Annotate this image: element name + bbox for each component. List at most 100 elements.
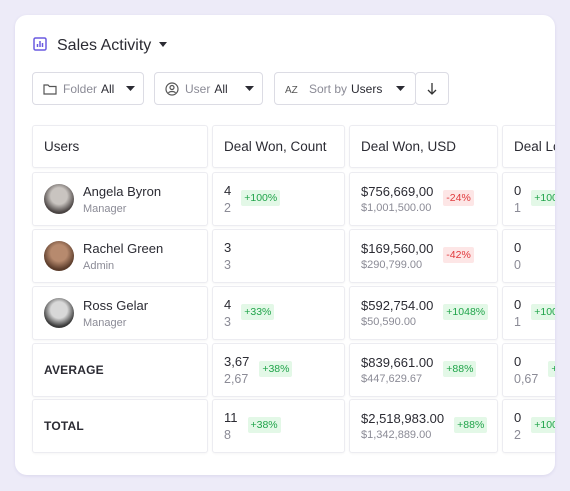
metric-cell: 0 2 +100 bbox=[502, 399, 555, 453]
filter-label: Sort by bbox=[309, 81, 348, 96]
metric-cell: $756,669,00 $1,001,500.00 -24% bbox=[349, 172, 498, 226]
metric-values: 3,67 2,67 bbox=[224, 354, 249, 386]
metric-values: 11 8 bbox=[224, 410, 238, 442]
change-badge: +100 bbox=[531, 416, 555, 433]
folder-icon bbox=[43, 83, 57, 95]
user-cell: TOTAL bbox=[32, 399, 208, 453]
avatar bbox=[44, 241, 74, 271]
metric-values: $756,669,00 $1,001,500.00 bbox=[361, 184, 433, 214]
current-value: 0 bbox=[514, 183, 522, 198]
metric-cell: 0 1 +100 bbox=[502, 286, 555, 340]
current-value: 4 bbox=[224, 297, 232, 312]
previous-value: 2,67 bbox=[224, 372, 249, 386]
metric-cell: $169,560,00 $290,799.00 -42% bbox=[349, 229, 498, 283]
row-label: TOTAL bbox=[44, 419, 84, 433]
metric-values: $2,518,983.00 $1,342,889.00 bbox=[361, 411, 444, 441]
previous-value: 2 bbox=[224, 201, 231, 215]
change-badge: +1048% bbox=[443, 303, 489, 320]
title-dropdown[interactable] bbox=[159, 42, 167, 48]
user-cell: Angela Byron Manager bbox=[32, 172, 208, 226]
current-value: 0 bbox=[514, 240, 522, 255]
previous-value: $50,590.00 bbox=[361, 316, 417, 328]
sort-filter[interactable]: AZ Sort by Users bbox=[274, 72, 416, 105]
change-badge: +100 bbox=[531, 189, 555, 206]
column-header: Deal Won, Count bbox=[212, 125, 345, 168]
filter-label: User bbox=[185, 81, 211, 96]
title: Sales Activity bbox=[57, 37, 152, 54]
metric-cell: $592,754.00 $50,590.00 +1048% bbox=[349, 286, 498, 340]
caret bbox=[396, 85, 405, 91]
folder-filter[interactable]: Folder All bbox=[32, 72, 144, 105]
avatar bbox=[44, 298, 74, 328]
user-filter[interactable]: User All bbox=[154, 72, 263, 105]
metric-cell: $839,661.00 $447,629.67 +88% bbox=[349, 343, 498, 397]
user-info: Rachel Green Admin bbox=[83, 241, 163, 272]
column-header: Users bbox=[32, 125, 208, 168]
metric-cell: 4 2 +100% bbox=[212, 172, 345, 226]
metric-cell: 4 3 +33% bbox=[212, 286, 345, 340]
column-header: Deal Won, USD bbox=[349, 125, 498, 168]
change-badge: +38% bbox=[259, 360, 293, 377]
filter-label: Folder bbox=[63, 81, 98, 96]
current-value: $839,661.00 bbox=[361, 355, 434, 370]
current-value: 0 bbox=[514, 297, 522, 312]
previous-value: $447,629.67 bbox=[361, 373, 423, 385]
svg-text:AZ: AZ bbox=[285, 85, 298, 95]
user-role: Manager bbox=[83, 316, 127, 329]
previous-value: 8 bbox=[224, 428, 231, 442]
row-label: AVERAGE bbox=[44, 363, 104, 377]
sales-activity-card: Sales Activity Folder All User All AZ Sort… bbox=[15, 15, 555, 475]
user-cell: Rachel Green Admin bbox=[32, 229, 208, 283]
metric-cell: 0 1 +100 bbox=[502, 172, 555, 226]
caret bbox=[126, 85, 135, 91]
metric-cell: 11 8 +38% bbox=[212, 399, 345, 453]
current-value: $169,560,00 bbox=[361, 241, 434, 256]
previous-value: 3 bbox=[224, 315, 231, 329]
change-badge: -42% bbox=[443, 246, 474, 263]
user-role: Manager bbox=[83, 202, 127, 215]
metric-cell: 00,67 +1 bbox=[502, 343, 555, 397]
sort-az-icon: AZ bbox=[285, 85, 298, 95]
previous-value: $1,342,889.00 bbox=[361, 429, 432, 441]
metric-values: $592,754.00 $50,590.00 bbox=[361, 298, 433, 328]
filter-value: Users bbox=[351, 81, 383, 96]
change-badge: +100% bbox=[241, 189, 281, 206]
change-badge: +88% bbox=[443, 360, 477, 377]
user-name: Rachel Green bbox=[83, 240, 164, 256]
chart-icon bbox=[33, 37, 47, 51]
previous-value: 1 bbox=[514, 201, 521, 215]
avatar bbox=[44, 184, 74, 214]
user-icon bbox=[165, 81, 179, 96]
change-badge: +1 bbox=[548, 360, 555, 377]
caret bbox=[245, 85, 254, 91]
previous-value: 1 bbox=[514, 315, 521, 329]
current-value: $2,518,983.00 bbox=[361, 411, 445, 426]
change-badge: +88% bbox=[454, 416, 488, 433]
previous-value: $290,799.00 bbox=[361, 259, 423, 271]
metric-values: $839,661.00 $447,629.67 bbox=[361, 355, 433, 385]
user-role: Admin bbox=[83, 259, 115, 272]
current-value: 0 bbox=[514, 410, 522, 425]
previous-value: 2 bbox=[514, 428, 521, 442]
metric-cell: 3,67 2,67 +38% bbox=[212, 343, 345, 397]
current-value: 11 bbox=[224, 410, 238, 425]
user-cell: AVERAGE bbox=[32, 343, 208, 397]
metric-values: $169,560,00 $290,799.00 bbox=[361, 241, 433, 271]
previous-value: $1,001,500.00 bbox=[361, 202, 432, 214]
metric-values: 0 0,67 bbox=[514, 354, 538, 386]
column-header: Deal Lo bbox=[502, 125, 555, 168]
previous-value: 0,67 bbox=[514, 372, 539, 386]
user-info: Angela Byron Manager bbox=[83, 184, 161, 215]
filter-value: All bbox=[214, 81, 228, 96]
sort-direction-button[interactable] bbox=[415, 72, 449, 105]
current-value: 3,67 bbox=[224, 354, 250, 369]
